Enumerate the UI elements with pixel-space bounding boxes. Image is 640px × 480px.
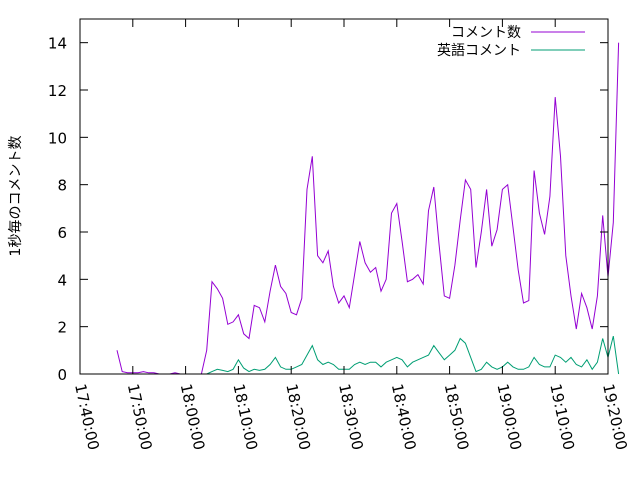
legend-label-2: 英語コメント	[437, 42, 521, 59]
y-tick-label: 10	[48, 129, 67, 147]
series-line-1	[116, 42, 620, 375]
y-tick-label: 2	[57, 319, 67, 337]
series-line-2	[206, 335, 620, 375]
y-tick-label: 14	[48, 35, 67, 53]
y-tick-label: 6	[57, 224, 67, 242]
y-axis-title: 1秒毎のコメント数	[8, 136, 24, 257]
y-tick-label: 12	[48, 82, 67, 100]
y-tick-label: 4	[57, 271, 67, 289]
legend-label-1: コメント数	[451, 25, 521, 41]
series-layer	[116, 42, 620, 375]
y-tick-label: 8	[57, 177, 67, 195]
y-tick-label: 0	[57, 366, 67, 384]
